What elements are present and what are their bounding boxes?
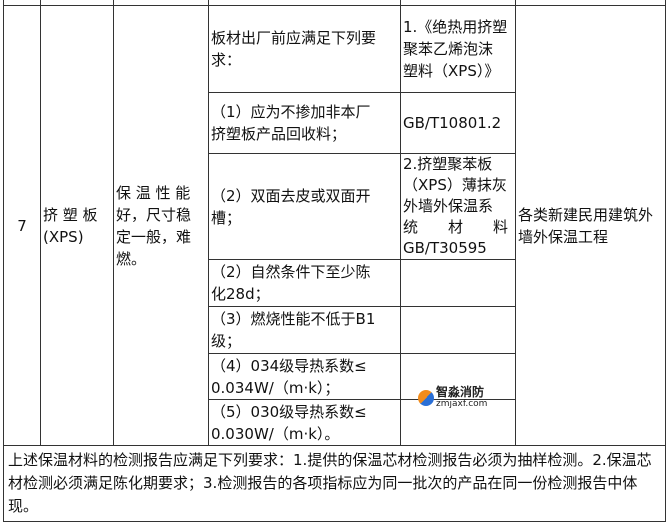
watermark-name: 智淼消防 <box>436 385 485 399</box>
requirement-cell: （3）燃烧性能不低于B1 级； <box>208 306 401 354</box>
standard-cell <box>400 259 516 307</box>
standard-cell <box>400 306 516 354</box>
standard-cell: 1.《绝热用挤塑 聚苯乙烯泡沫 塑料（XPS）》 <box>400 5 516 93</box>
standard-cell <box>400 399 516 446</box>
application-scope: 各类新建民用建筑外 墙外保温工程 <box>515 5 666 446</box>
row-number: 7 <box>3 5 41 446</box>
requirement-cell: 板材出厂前应满足下列要 求： <box>208 5 401 93</box>
material-spec-table: 7 挤 塑 板 (XPS) 保 温 性 能 好，尺寸稳 定一般，难 燃。 板材出… <box>3 0 666 522</box>
material-name: 挤 塑 板 (XPS) <box>40 5 114 446</box>
requirement-cell: （5）030级导热系数≤ 0.030W/（m·k）。 <box>208 399 401 446</box>
requirement-cell: （1）应为不掺加非本厂 挤塑板产品回收料； <box>208 92 401 154</box>
watermark-url: zmjaxf.com <box>436 399 488 409</box>
requirement-cell: （2）自然条件下至少陈 化28d； <box>208 259 401 307</box>
requirement-cell: （4）034级导热系数≤ 0.034W/（m·k）； <box>208 353 401 400</box>
table-row: 7 挤 塑 板 (XPS) 保 温 性 能 好，尺寸稳 定一般，难 燃。 板材出… <box>3 5 666 446</box>
requirement-cell: （2）双面去皮或双面开 槽； <box>208 153 401 260</box>
standard-cell: GB/T10801.2 <box>400 92 516 154</box>
watermark: 智淼消防 zmjaxf.com <box>418 386 487 410</box>
footer-note: 上述保温材料的检测报告应满足下列要求：1.提供的保温芯材检测报告必须为抽样检测。… <box>3 445 666 522</box>
standard-cell: 2.挤塑聚苯板 （XPS）薄抹灰 外墙外保温系 统 材 料 GB/T30595 <box>400 153 516 260</box>
material-properties: 保 温 性 能 好，尺寸稳 定一般，难 燃。 <box>113 5 209 446</box>
watermark-logo-icon <box>418 390 434 406</box>
